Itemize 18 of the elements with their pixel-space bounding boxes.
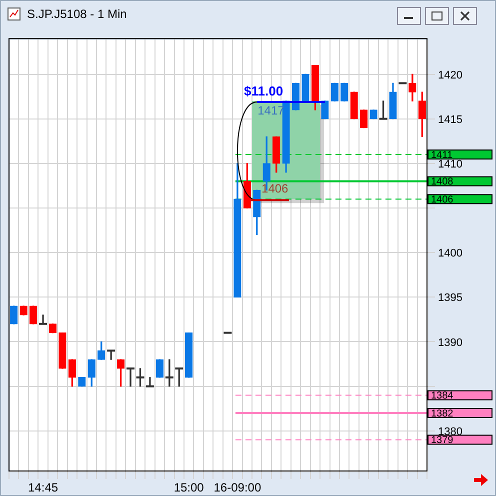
- y-tick-label: 1390: [438, 336, 462, 349]
- ref-line-label: 1379: [431, 435, 454, 446]
- ref-line-label: 1411: [431, 150, 453, 161]
- y-tick-label: 1410: [438, 158, 462, 170]
- ref-line-label: 1384: [431, 390, 454, 402]
- x-tick-label: 16-09:00: [214, 480, 262, 495]
- y-tick-label: 1420: [438, 69, 462, 82]
- y-tick-label: 1400: [438, 248, 462, 260]
- annotation: $11.00: [244, 84, 284, 99]
- ref-line-label: 1408: [431, 176, 454, 188]
- annotation: 1406: [262, 181, 289, 196]
- x-tick-label: 14:45: [28, 480, 58, 495]
- x-tick-label: 15:00: [174, 480, 204, 495]
- y-tick-label: 1415: [438, 114, 462, 126]
- y-tick-label: 1395: [438, 292, 462, 304]
- ref-line-label: 1406: [431, 194, 454, 206]
- ref-line-label: 1382: [431, 408, 454, 420]
- chart-title: S.JP.J5108 - 1 Min: [27, 7, 127, 21]
